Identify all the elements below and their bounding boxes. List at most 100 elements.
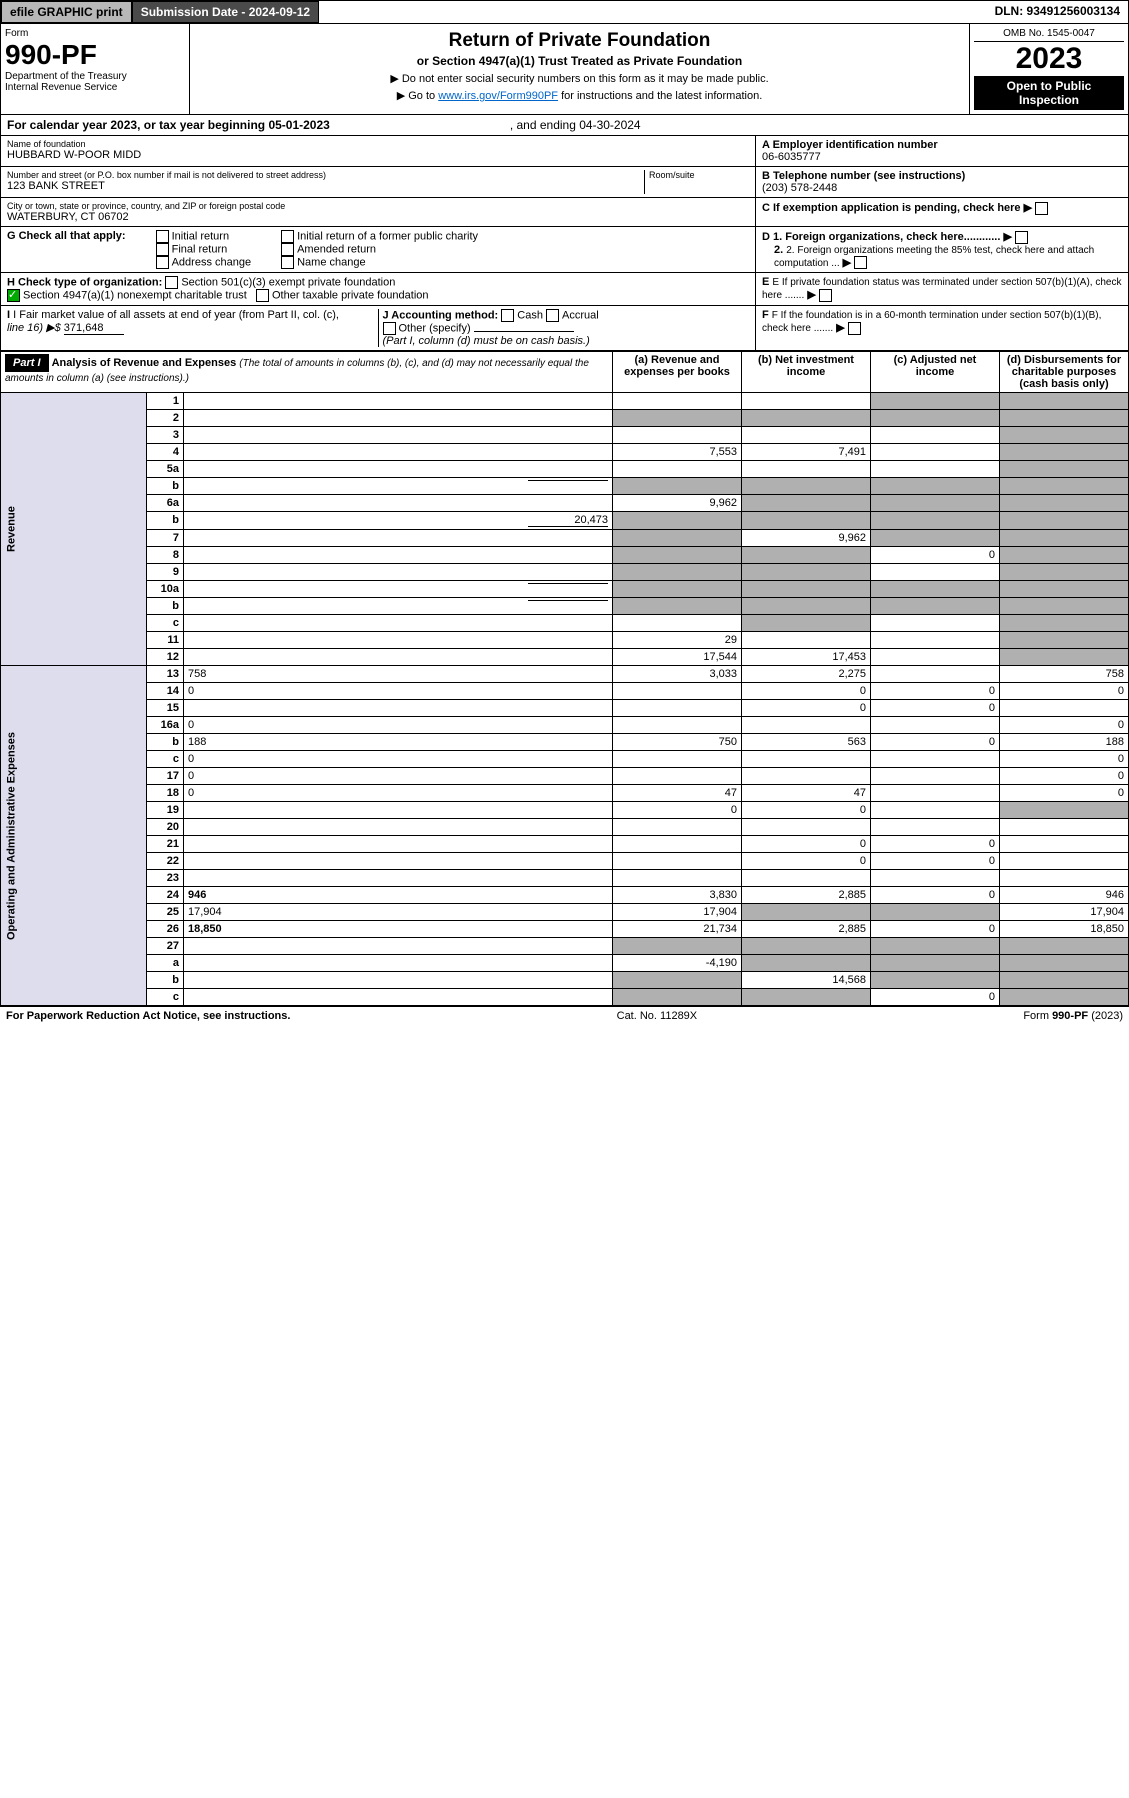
line-num: 16a	[147, 717, 184, 734]
line-desc	[184, 564, 613, 581]
h-4947-checked[interactable]	[7, 289, 20, 302]
cell-d: 0	[1000, 683, 1129, 700]
cell-b: 2,275	[742, 666, 871, 683]
line-num: 21	[147, 836, 184, 853]
g-final[interactable]	[156, 243, 169, 256]
city-label: City or town, state or province, country…	[7, 201, 749, 211]
cell-a	[613, 564, 742, 581]
c-checkbox[interactable]	[1035, 202, 1048, 215]
line-desc	[184, 836, 613, 853]
cell-c	[871, 768, 1000, 785]
h-501c3[interactable]	[165, 276, 178, 289]
cell-b	[742, 768, 871, 785]
cell-c	[871, 938, 1000, 955]
d1-checkbox[interactable]	[1015, 231, 1028, 244]
line-num: 18	[147, 785, 184, 802]
cell-a	[613, 717, 742, 734]
cell-a	[613, 461, 742, 478]
line-desc	[184, 461, 613, 478]
cell-a	[613, 853, 742, 870]
line-num: b	[147, 972, 184, 989]
cell-c	[871, 972, 1000, 989]
cell-c: 0	[871, 989, 1000, 1006]
cell-d: 17,904	[1000, 904, 1129, 921]
col-a: (a) Revenue and expenses per books	[613, 352, 742, 393]
cell-d	[1000, 547, 1129, 564]
cell-b: 563	[742, 734, 871, 751]
cell-a	[613, 547, 742, 564]
line-desc	[184, 410, 613, 427]
submission-date: Submission Date - 2024-09-12	[132, 1, 319, 23]
line-desc	[184, 427, 613, 444]
cell-b: 14,568	[742, 972, 871, 989]
line-num: b	[147, 478, 184, 495]
cell-b	[742, 564, 871, 581]
cell-d	[1000, 853, 1129, 870]
line-num: 23	[147, 870, 184, 887]
cell-a	[613, 410, 742, 427]
j-accrual[interactable]	[546, 309, 559, 322]
section-g: G Check all that apply: Initial return F…	[1, 227, 756, 272]
cell-a	[613, 768, 742, 785]
line-num: 11	[147, 632, 184, 649]
footer-left: For Paperwork Reduction Act Notice, see …	[6, 1010, 290, 1022]
cell-d: 188	[1000, 734, 1129, 751]
line-num: 15	[147, 700, 184, 717]
h-other[interactable]	[256, 289, 269, 302]
cell-b	[742, 495, 871, 512]
irs-link[interactable]: www.irs.gov/Form990PF	[438, 90, 558, 102]
line-num: 6a	[147, 495, 184, 512]
cell-d	[1000, 836, 1129, 853]
line-desc	[184, 615, 613, 632]
cell-a: 29	[613, 632, 742, 649]
cell-c	[871, 478, 1000, 495]
name-label: Name of foundation	[7, 139, 749, 149]
cell-d	[1000, 615, 1129, 632]
cell-c	[871, 427, 1000, 444]
cell-b	[742, 989, 871, 1006]
section-d: D 1. Foreign organizations, check here..…	[756, 227, 1128, 272]
g-initial-former[interactable]	[281, 230, 294, 243]
cell-c	[871, 870, 1000, 887]
cell-b	[742, 598, 871, 615]
line-num: 26	[147, 921, 184, 938]
efile-btn[interactable]: efile GRAPHIC print	[1, 1, 132, 23]
cell-b: 0	[742, 802, 871, 819]
cell-c	[871, 955, 1000, 972]
cell-c	[871, 410, 1000, 427]
line-desc	[184, 547, 613, 564]
city-value: WATERBURY, CT 06702	[7, 211, 749, 223]
cell-d	[1000, 649, 1129, 666]
cell-c	[871, 717, 1000, 734]
cell-b	[742, 393, 871, 410]
tel-value: (203) 578-2448	[762, 182, 1122, 194]
cell-d	[1000, 598, 1129, 615]
g-address[interactable]	[156, 256, 169, 269]
cell-b: 0	[742, 700, 871, 717]
line-num: 27	[147, 938, 184, 955]
g-initial[interactable]	[156, 230, 169, 243]
cell-b	[742, 615, 871, 632]
col-c: (c) Adjusted net income	[871, 352, 1000, 393]
line-desc	[184, 938, 613, 955]
line-num: 1	[147, 393, 184, 410]
j-cash[interactable]	[501, 309, 514, 322]
cell-a	[613, 972, 742, 989]
e-checkbox[interactable]	[819, 289, 832, 302]
g-amended[interactable]	[281, 243, 294, 256]
j-other[interactable]	[383, 322, 396, 335]
cell-b: 17,453	[742, 649, 871, 666]
revenue-section: Revenue	[1, 393, 147, 666]
cell-c: 0	[871, 887, 1000, 904]
cell-d	[1000, 564, 1129, 581]
cell-c: 0	[871, 853, 1000, 870]
line-desc	[184, 955, 613, 972]
line-desc	[184, 495, 613, 512]
line-desc	[184, 649, 613, 666]
cell-b	[742, 427, 871, 444]
d2-checkbox[interactable]	[854, 256, 867, 269]
f-checkbox[interactable]	[848, 322, 861, 335]
line-desc: 758	[184, 666, 613, 683]
g-name[interactable]	[281, 256, 294, 269]
line-num: 9	[147, 564, 184, 581]
